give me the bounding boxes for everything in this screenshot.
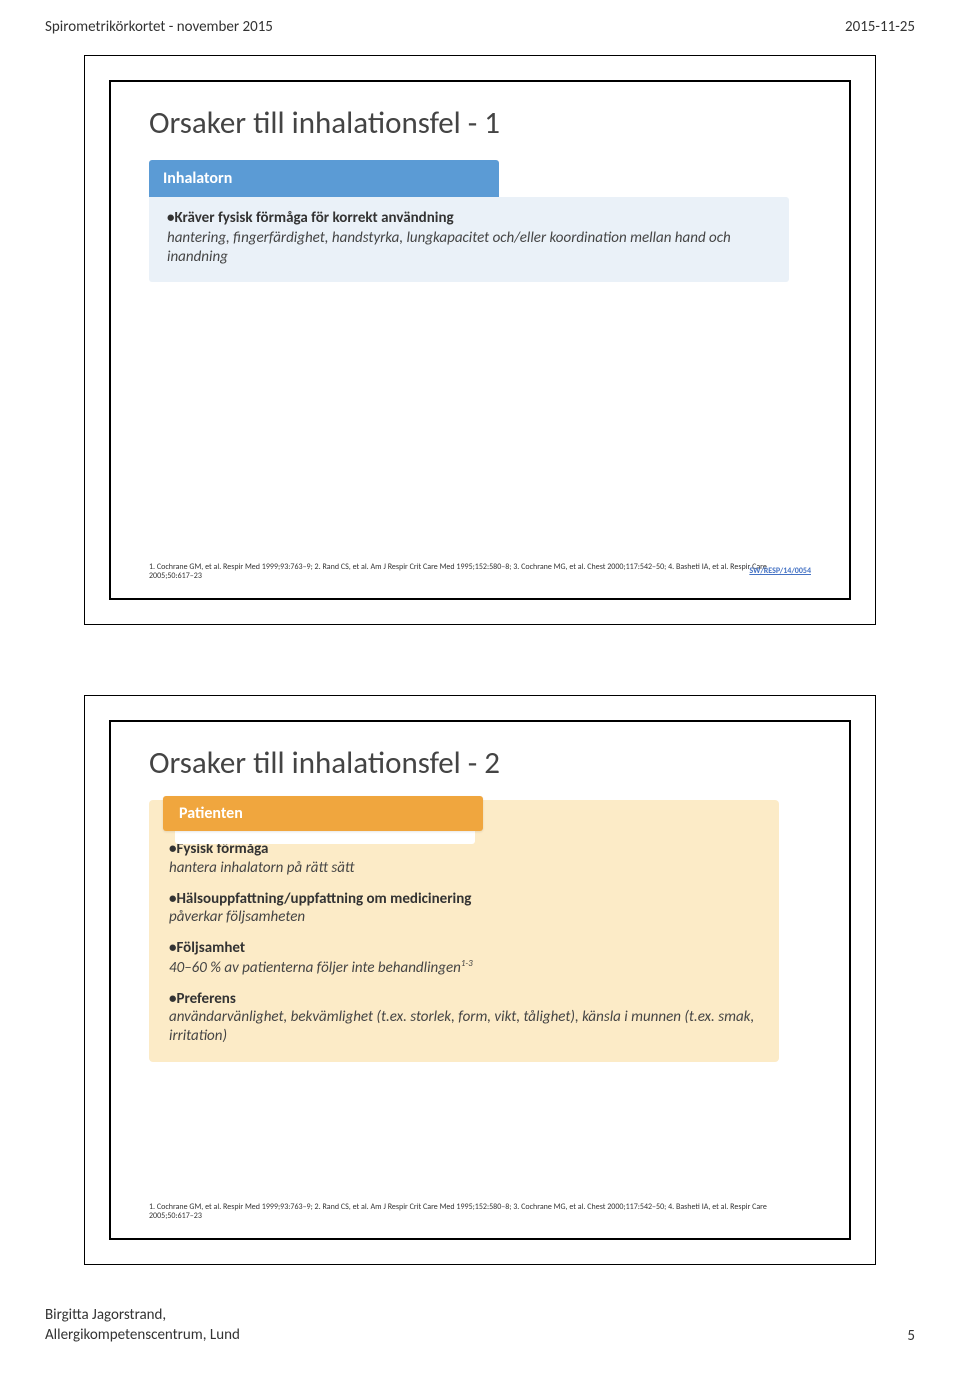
slide-1-title: Orsaker till inhalationsfel - 1 [149,104,811,142]
slide-1-swcode: SW/RESP/14/0054 [749,566,811,576]
slide-1-citation: 1. Cochrane GM, et al. Respir Med 1999;9… [149,563,811,582]
slide-2-item-2: •Hälsouppfattning/uppfattning om medicin… [169,890,759,928]
item-sub-text: 40–60 % av patienterna följer inte behan… [169,959,461,977]
header-left: Spirometrikörkortet - november 2015 [45,18,273,36]
item-sub: användarvänlighet, bekvämlighet (t.ex. s… [169,1008,754,1045]
footer-author: Birgitta Jagorstrand, Allergikompetensce… [45,1306,240,1345]
slide-1-frame: Orsaker till inhalationsfel - 1 Inhalato… [84,55,876,625]
footer-author-line1: Birgitta Jagorstrand, [45,1306,166,1324]
header-right: 2015-11-25 [845,18,915,36]
slide-1-bullet-lead: •Kräver fysisk förmåga för korrekt använ… [167,209,771,229]
slide-2-item-4: •Preferens användarvänlighet, bekvämligh… [169,990,759,1046]
slide-2-citation: 1. Cochrane GM, et al. Respir Med 1999;9… [149,1203,811,1222]
item-sub: påverkar följsamheten [169,908,305,926]
slide-2-title: Orsaker till inhalationsfel - 2 [149,744,811,782]
slides-container: Orsaker till inhalationsfel - 1 Inhalato… [0,55,960,1335]
slide-2-item-3: •Följsamhet 40–60 % av patienterna följe… [169,939,759,978]
slide-1-bullet-sub: hantering, fingerfärdighet, handstyrka, … [167,229,771,268]
slide-1-content-box: •Kräver fysisk förmåga för korrekt använ… [149,197,789,282]
item-sub: hantera inhalatorn på rätt sätt [169,859,354,877]
slide-2-section-header: Patienten [163,796,483,831]
page-number: 5 [907,1327,915,1345]
slide-2-frame: Orsaker till inhalationsfel - 2 •Fysisk … [84,695,876,1265]
slide-1-section-header: Inhalatorn [149,160,499,197]
slide-2-stack: •Fysisk förmåga hantera inhalatorn på rä… [149,800,811,1062]
item-lead: •Följsamhet [169,939,245,957]
item-sup: 1-3 [461,958,473,969]
slide-1-inner: Orsaker till inhalationsfel - 1 Inhalato… [109,80,851,600]
slide-2-item-1: •Fysisk förmåga hantera inhalatorn på rä… [169,840,759,878]
footer-author-line2: Allergikompetenscentrum, Lund [45,1326,240,1344]
item-lead: •Hälsouppfattning/uppfattning om medicin… [169,890,471,908]
slide-2-inner: Orsaker till inhalationsfel - 2 •Fysisk … [109,720,851,1240]
item-lead: •Preferens [169,990,236,1008]
item-sub: 40–60 % av patienterna följer inte behan… [169,959,473,977]
